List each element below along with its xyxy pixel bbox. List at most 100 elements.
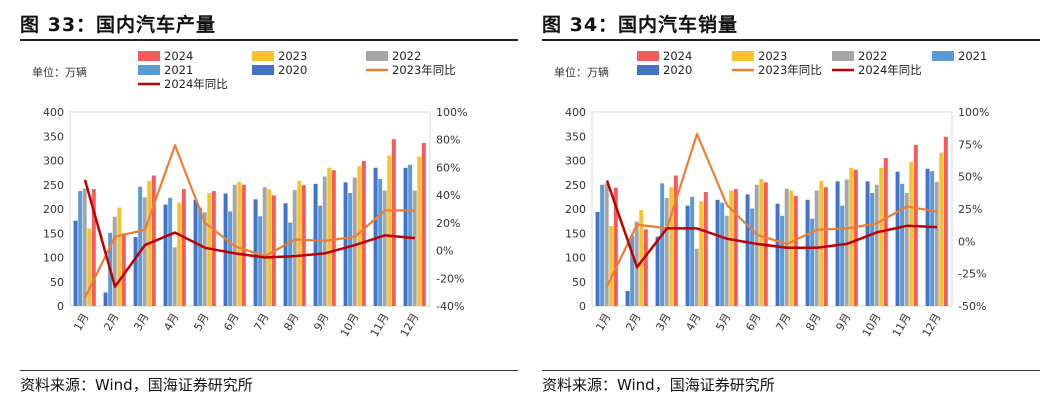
- figure-title: 图 33：国内汽车产量: [20, 14, 217, 36]
- line-2023年同比: [84, 144, 415, 299]
- bar-2023: [237, 181, 242, 306]
- legend-label: 2024: [663, 49, 692, 63]
- bar-2023: [729, 190, 734, 306]
- x-tick-label: 4月: [683, 311, 703, 333]
- figure-title: 图 34：国内汽车销量: [542, 14, 739, 36]
- bar-2023: [327, 167, 332, 306]
- bar-2023: [639, 209, 644, 306]
- bar-2023: [879, 167, 884, 306]
- bar-2022: [82, 188, 87, 306]
- legend-swatch: [366, 51, 388, 61]
- y2-tick-label: 20%: [436, 217, 460, 230]
- bar-2023: [609, 225, 614, 306]
- legend-item: 2021: [932, 49, 987, 63]
- legend-label: 2022: [858, 49, 887, 63]
- y2-tick-label: 75%: [958, 138, 982, 151]
- bar-2020: [73, 220, 78, 306]
- x-tick-label: 8月: [281, 311, 301, 333]
- bar-2024: [181, 189, 186, 306]
- y2-tick-label: -50%: [958, 300, 986, 313]
- bar-2021: [750, 208, 755, 306]
- bar-2022: [754, 184, 759, 306]
- bar-2020: [745, 194, 750, 306]
- y2-tick-label: 40%: [436, 189, 460, 202]
- bar-2021: [810, 218, 815, 306]
- legend-label: 2020: [663, 63, 692, 77]
- bar-2020: [805, 199, 810, 306]
- bar-2022: [412, 190, 417, 306]
- bar-2022: [724, 215, 729, 306]
- x-tick-label: 6月: [221, 311, 241, 333]
- y2-tick-label: -25%: [958, 268, 986, 281]
- bar-2023: [267, 189, 272, 306]
- bar-2022: [664, 197, 669, 306]
- legend-swatch: [832, 51, 854, 61]
- bar-2024: [853, 169, 858, 306]
- y-tick-label: 350: [43, 130, 64, 143]
- legend-item: 2023: [252, 49, 307, 63]
- bar-2023: [87, 228, 92, 306]
- y-tick-label: 50: [572, 276, 586, 289]
- bar-2024: [421, 143, 426, 306]
- bar-2022: [262, 187, 267, 306]
- bar-2020: [313, 183, 318, 306]
- y-tick-label: 200: [565, 203, 586, 216]
- legend-swatch: [637, 65, 659, 75]
- bar-2021: [600, 184, 605, 306]
- bar-2022: [382, 190, 387, 306]
- legend-label: 2020: [278, 63, 307, 77]
- bar-2023: [387, 155, 392, 306]
- y-tick-label: 250: [565, 179, 586, 192]
- production-chart: 单位：万辆 2024 2023 2022 2021 2020 2023年同比 2024年同比 0…: [32, 49, 467, 339]
- legend-swatch: [252, 51, 274, 61]
- bar-2024: [643, 229, 648, 306]
- y2-tick-label: 0%: [958, 235, 975, 248]
- legend-swatch: [732, 51, 754, 61]
- bar-2020: [835, 181, 840, 306]
- y2-tick-label: -40%: [436, 300, 464, 313]
- x-tick-label: 9月: [311, 311, 331, 333]
- line-2024年同比: [605, 180, 938, 269]
- bar-2021: [78, 191, 83, 306]
- bar-2020: [625, 290, 630, 306]
- bar-2021: [690, 196, 695, 307]
- bar-2021: [408, 164, 413, 306]
- bar-2022: [112, 216, 117, 306]
- bar-2023: [939, 152, 944, 306]
- y-tick-label: 300: [565, 155, 586, 168]
- bar-2023: [177, 202, 182, 306]
- bar-2021: [138, 186, 143, 306]
- bar-2022: [604, 183, 609, 306]
- bar-2020: [925, 168, 930, 306]
- x-tick-label: 5月: [713, 311, 733, 333]
- legend-item: 2023: [732, 49, 787, 63]
- y2-tick-label: 60%: [436, 161, 460, 174]
- legend-item: 2021: [138, 63, 193, 77]
- bar-2020: [133, 237, 138, 306]
- x-tick-label: 1月: [593, 311, 613, 333]
- bar-2021: [840, 205, 845, 306]
- bar-2024: [703, 192, 708, 306]
- source-note: 资料来源：Wind，国海证券研究所: [542, 376, 775, 394]
- unit-label: 单位：万辆: [32, 65, 87, 79]
- bar-2023: [819, 180, 824, 306]
- bar-2020: [103, 292, 108, 306]
- x-tick-label: 6月: [743, 311, 763, 333]
- y-tick-label: 0: [57, 300, 64, 313]
- y2-tick-label: -20%: [436, 272, 464, 285]
- bar-2021: [378, 178, 383, 306]
- legend-item: 2023年同比: [366, 63, 456, 77]
- bar-2020: [715, 199, 720, 306]
- bar-2022: [172, 247, 177, 306]
- plot-frame: [591, 111, 953, 307]
- y2-tick-label: 100%: [958, 106, 989, 119]
- bar-2023: [849, 167, 854, 306]
- bar-2023: [357, 166, 362, 306]
- bar-2020: [865, 181, 870, 306]
- legend-swatch: [138, 65, 160, 75]
- y-tick-label: 200: [43, 203, 64, 216]
- line-2023年同比: [606, 132, 938, 288]
- y-tick-label: 250: [43, 179, 64, 192]
- legend-swatch: [138, 51, 160, 61]
- bar-2023: [669, 187, 674, 306]
